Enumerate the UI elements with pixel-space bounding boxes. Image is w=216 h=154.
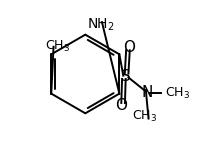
Text: CH$_3$: CH$_3$ <box>165 86 191 101</box>
Text: NH$_2$: NH$_2$ <box>87 17 115 33</box>
Text: N: N <box>142 85 153 100</box>
Text: S: S <box>121 69 130 84</box>
Text: CH$_3$: CH$_3$ <box>45 39 70 54</box>
Text: O: O <box>123 40 135 55</box>
Text: CH$_3$: CH$_3$ <box>132 109 157 124</box>
Text: O: O <box>116 98 128 113</box>
